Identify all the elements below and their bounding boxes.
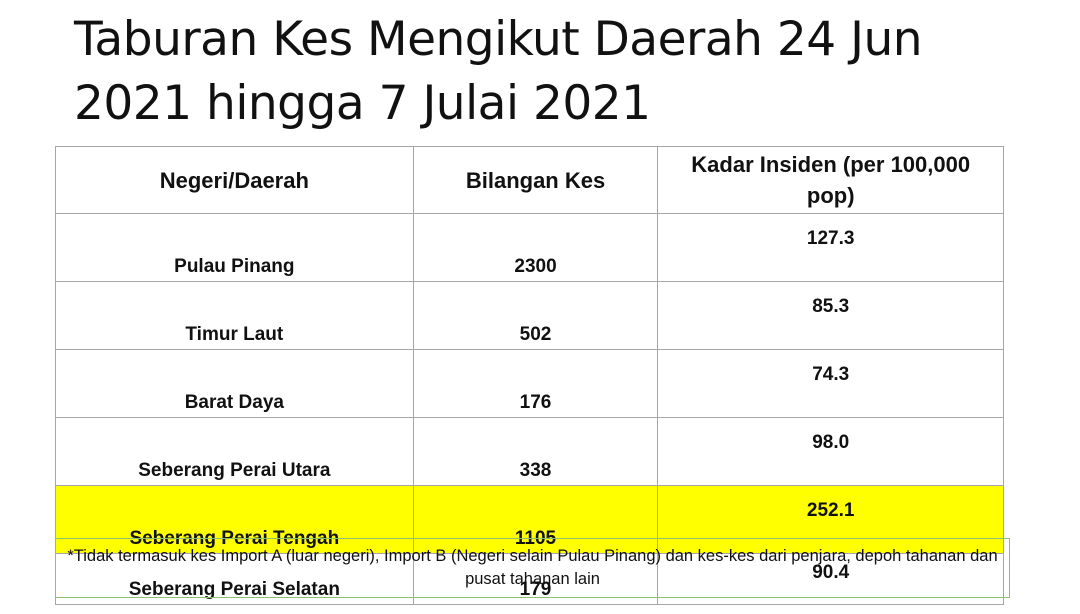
header-cases: Bilangan Kes — [412, 146, 659, 214]
cell-rate: 74.3 — [657, 349, 1004, 418]
cell-region: Pulau Pinang — [55, 213, 414, 282]
table-row: Barat Daya 176 74.3 — [55, 349, 1004, 418]
slide-title: Taburan Kes Mengikut Daerah 24 Jun 2021 … — [74, 12, 923, 131]
table-row-highlighted: Seberang Perai Tengah 1105 252.1 — [55, 485, 1004, 554]
cell-rate: 85.3 — [657, 281, 1004, 350]
table-header-row: Negeri/Daerah Bilangan Kes Kadar Insiden… — [55, 146, 1004, 214]
cell-rate: 127.3 — [657, 213, 1004, 282]
cell-rate: 98.0 — [657, 417, 1004, 486]
table-row: Seberang Perai Selatan 179 90.4 — [55, 553, 1004, 605]
cell-region: Seberang Perai Selatan — [55, 553, 414, 605]
cell-cases: 179 — [412, 553, 659, 605]
cell-region: Seberang Perai Utara — [55, 417, 414, 486]
cell-cases: 2300 — [412, 213, 659, 282]
cell-rate: 90.4 — [657, 553, 1004, 605]
cell-cases: 338 — [412, 417, 659, 486]
cell-cases: 502 — [412, 281, 659, 350]
footnote-box: *Tidak termasuk kes Import A (luar neger… — [55, 538, 1010, 598]
table-row: Timur Laut 502 85.3 — [55, 281, 1004, 350]
cases-table: Negeri/Daerah Bilangan Kes Kadar Insiden… — [55, 146, 1004, 605]
cell-cases: 1105 — [412, 485, 659, 554]
cell-cases: 176 — [412, 349, 659, 418]
header-region: Negeri/Daerah — [55, 146, 414, 214]
table-row: Pulau Pinang 2300 127.3 — [55, 213, 1004, 282]
table-row: Seberang Perai Utara 338 98.0 — [55, 417, 1004, 486]
cell-region: Barat Daya — [55, 349, 414, 418]
cell-region: Timur Laut — [55, 281, 414, 350]
cell-region: Seberang Perai Tengah — [55, 485, 414, 554]
header-incidence-rate: Kadar Insiden (per 100,000 pop) — [657, 146, 1004, 214]
